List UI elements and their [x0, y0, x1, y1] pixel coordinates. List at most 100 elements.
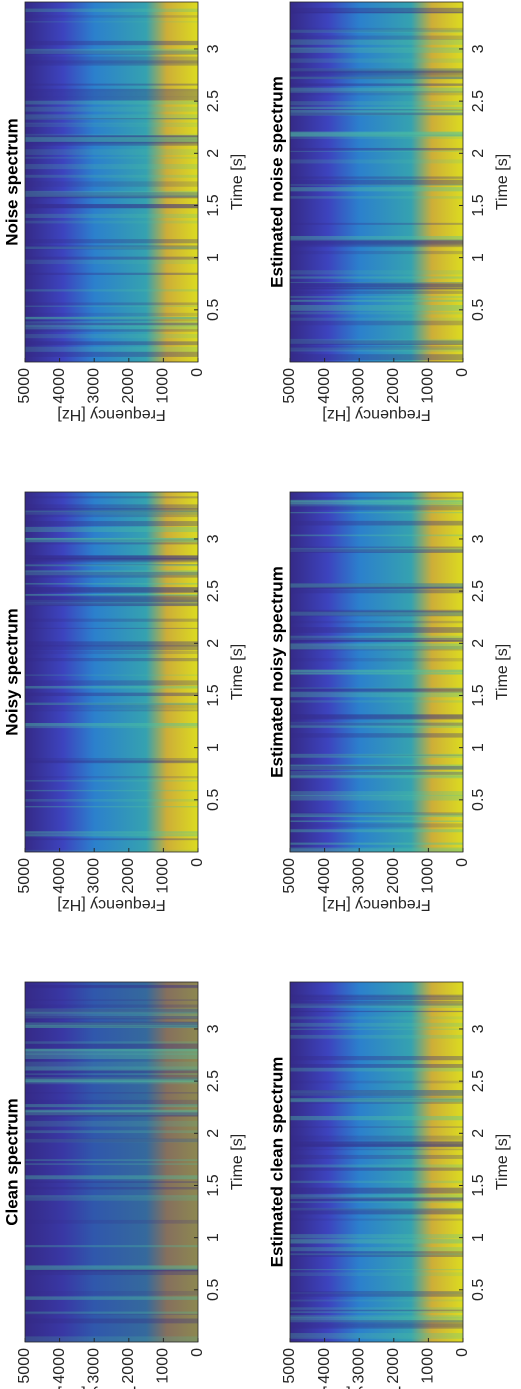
texture — [25, 1104, 198, 1108]
texture — [25, 156, 198, 159]
texture — [290, 688, 463, 693]
x-tick-label: 2 — [205, 149, 222, 158]
y-tick-label: 0 — [454, 858, 471, 867]
texture — [290, 764, 463, 770]
texture — [290, 1096, 463, 1101]
texture — [290, 47, 463, 50]
texture — [25, 692, 198, 697]
texture — [25, 272, 198, 275]
x-tick-label: 0.5 — [205, 1279, 222, 1301]
texture — [290, 320, 463, 326]
texture — [25, 1138, 198, 1143]
texture — [25, 312, 198, 317]
texture — [290, 244, 463, 248]
y-tick-label: 5000 — [281, 368, 298, 404]
texture — [290, 1144, 463, 1148]
texture — [25, 587, 198, 593]
texture — [25, 703, 198, 705]
texture — [290, 1201, 463, 1204]
texture — [25, 702, 198, 705]
texture — [25, 351, 198, 357]
x-axis-label: Time [s] — [229, 644, 246, 700]
texture — [25, 1061, 198, 1068]
texture — [290, 687, 463, 689]
y-tick-label: 4000 — [316, 1348, 333, 1384]
texture — [25, 1017, 198, 1019]
texture — [290, 1333, 463, 1337]
texture — [25, 571, 198, 578]
texture — [25, 674, 198, 676]
y-tick-label: 0 — [189, 858, 206, 867]
texture — [25, 1004, 198, 1008]
y-tick-label: 5000 — [281, 1348, 298, 1384]
plot-border — [24, 1, 199, 363]
texture — [25, 1069, 198, 1074]
texture — [290, 766, 463, 770]
y-tick-label: 5000 — [16, 368, 33, 404]
texture — [25, 526, 198, 533]
y-tick-label: 4000 — [51, 1348, 68, 1384]
x-tick-label: 0.5 — [470, 789, 487, 811]
x-tick-label: 2.5 — [205, 1070, 222, 1092]
y-tick-label: 3000 — [85, 1348, 102, 1384]
texture — [25, 100, 198, 105]
texture — [290, 1247, 463, 1252]
texture — [25, 1197, 198, 1201]
chart-title: Estimated noisy spectrum — [267, 566, 286, 778]
texture — [290, 714, 463, 719]
texture — [25, 96, 198, 101]
texture — [25, 849, 198, 852]
texture — [290, 1022, 463, 1027]
texture — [290, 500, 463, 503]
texture — [290, 1299, 463, 1302]
texture — [290, 1080, 463, 1084]
texture — [25, 83, 198, 86]
texture — [290, 68, 463, 72]
x-tick-label: 1 — [205, 253, 222, 262]
texture — [290, 714, 463, 720]
plot-border — [289, 1, 464, 363]
plot-border — [24, 491, 199, 853]
texture — [25, 641, 198, 647]
texture — [25, 723, 198, 726]
texture — [290, 1292, 463, 1294]
texture — [25, 1068, 198, 1072]
texture — [25, 114, 198, 120]
texture — [25, 582, 198, 585]
texture — [290, 1115, 463, 1121]
texture — [25, 1049, 198, 1052]
y-tick-label: 0 — [454, 368, 471, 377]
texture — [290, 813, 463, 818]
texture — [25, 703, 198, 709]
texture — [290, 83, 463, 86]
texture — [25, 541, 198, 543]
texture — [290, 637, 463, 642]
texture — [290, 270, 463, 275]
texture — [25, 603, 198, 607]
texture — [25, 40, 198, 46]
texture — [25, 122, 198, 125]
texture — [25, 686, 198, 689]
texture — [25, 723, 198, 725]
texture — [290, 29, 463, 33]
panel: 0.5 1 1.5 2 2.5 3 0 1000 2000 3000 4000 5000 Time [s… — [2, 1, 246, 423]
texture — [25, 1311, 198, 1314]
texture — [290, 520, 463, 526]
x-tick-label: 3 — [205, 1024, 222, 1033]
texture — [25, 1041, 198, 1044]
y-tick-label: 5000 — [16, 1348, 33, 1384]
texture — [25, 64, 198, 66]
y-tick-label: 1000 — [155, 368, 172, 404]
texture — [290, 295, 463, 299]
texture — [25, 760, 198, 763]
texture — [25, 627, 198, 629]
x-tick-label: 1 — [470, 1233, 487, 1242]
texture — [290, 281, 463, 284]
texture — [290, 643, 463, 650]
texture — [25, 91, 198, 98]
texture — [25, 141, 198, 146]
texture — [25, 317, 198, 320]
texture — [290, 1187, 463, 1194]
y-tick-label: 1000 — [420, 1348, 437, 1384]
texture — [25, 1011, 198, 1018]
